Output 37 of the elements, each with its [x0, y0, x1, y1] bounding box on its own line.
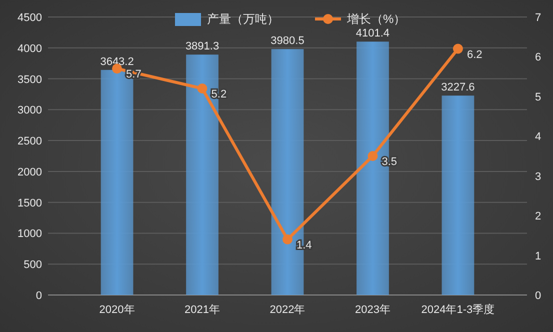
legend-label: 增长（%） — [346, 12, 406, 26]
legend-label: 产量（万吨） — [207, 12, 279, 26]
y-tick-label: 4000 — [18, 42, 42, 55]
y2-tick-label: 5 — [535, 91, 542, 104]
y2-tick-label: 6 — [535, 52, 542, 64]
y2-tick-label: 4 — [535, 131, 542, 144]
data-label: 3980.5 — [270, 35, 304, 48]
bar — [442, 96, 474, 295]
x-tick-label: 2021年 — [184, 304, 220, 316]
data-label: 4101.4 — [356, 28, 390, 40]
y-tick-label: 3000 — [18, 104, 42, 117]
point — [197, 83, 208, 94]
data-label: 5.7 — [126, 68, 142, 81]
x-tick-label: 2022年 — [270, 304, 306, 316]
y2-tick-label: 2 — [535, 210, 542, 223]
data-label: 6.2 — [466, 48, 482, 61]
y-tick-label: 2000 — [18, 166, 42, 178]
y-tick-label: 0 — [36, 290, 42, 302]
y-tick-label: 500 — [24, 259, 42, 272]
data-label: 3227.6 — [441, 82, 475, 94]
data-label: 3891.3 — [185, 40, 220, 53]
x-tick-label: 2023年 — [354, 304, 390, 316]
y-tick-label: 1000 — [18, 228, 42, 240]
y-tick-label: 4500 — [18, 12, 42, 24]
data-label: 3643.2 — [100, 56, 134, 68]
point — [452, 44, 463, 54]
y2-tick-label: 0 — [535, 290, 542, 302]
y-tick-label: 2500 — [18, 136, 42, 148]
point — [368, 151, 378, 161]
y2-tick-label: 1 — [535, 250, 542, 262]
x-tick-label: 2020年 — [99, 304, 135, 316]
x-tick-label: 2024年1-3季度 — [421, 303, 495, 316]
y-tick-label: 1500 — [18, 197, 42, 210]
y2-tick-label: 7 — [535, 12, 542, 24]
y-tick-label: 3500 — [18, 74, 42, 86]
point — [282, 234, 292, 244]
y2-tick-label: 3 — [535, 170, 542, 183]
